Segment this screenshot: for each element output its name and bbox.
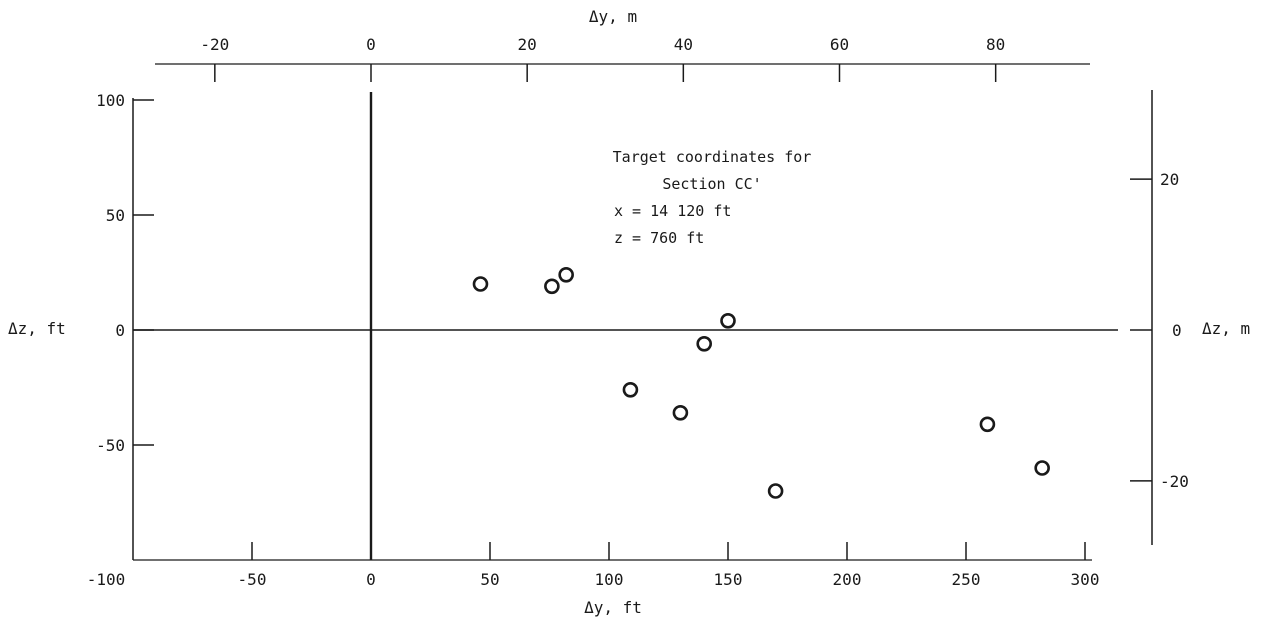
x-axis-label: Δy, ft [584, 598, 642, 617]
x-tick-label: 0 [366, 570, 376, 589]
data-point [767, 483, 784, 499]
annotation-line-3: x = 14 120 ft [614, 202, 731, 220]
data-point [558, 266, 574, 283]
data-point [1034, 460, 1050, 476]
data-point [622, 381, 639, 398]
y-tick-label: 0 [115, 321, 125, 340]
x2-tick-label: 60 [830, 35, 849, 54]
data-point [979, 416, 996, 433]
x2-axis-label: Δy, m [589, 7, 637, 26]
x-tick-label: 50 [480, 570, 499, 589]
x-tick-label: 250 [952, 570, 981, 589]
x-tick-label: -50 [238, 570, 267, 589]
annotation: Target coordinates for Section CC' x = 1… [613, 148, 812, 247]
annotation-line-1: Target coordinates for [613, 148, 812, 166]
data-point [720, 312, 736, 329]
y-tick-label: 50 [106, 206, 125, 225]
y2-tick-label: 20 [1160, 170, 1179, 189]
y2-axis-ticks: 20 0 -20 [1130, 170, 1189, 491]
y-tick-label: 100 [96, 91, 125, 110]
y2-tick-label: 0 [1172, 321, 1182, 340]
data-point [544, 278, 560, 295]
x2-tick-label: 80 [986, 35, 1005, 54]
x2-tick-label: 20 [518, 35, 537, 54]
x-axis-ticks: -100 -50 0 50 100 150 200 250 300 [87, 542, 1100, 589]
x2-tick-label: 0 [366, 35, 376, 54]
annotation-line-4: z = 760 ft [614, 229, 704, 247]
y2-axis-label: Δz, m [1202, 319, 1250, 338]
x-tick-label: 100 [595, 570, 624, 589]
data-point [672, 404, 689, 421]
data-point [472, 276, 489, 292]
x-tick-label: -100 [87, 570, 126, 589]
x2-axis-ticks: -20 0 20 40 60 80 [200, 35, 1005, 82]
data-points [472, 266, 1050, 499]
y-axis-ticks: -50 0 50 100 [96, 91, 154, 455]
y2-tick-label: -20 [1160, 472, 1189, 491]
annotation-line-2: Section CC' [662, 175, 761, 193]
y-axis-label: Δz, ft [8, 319, 66, 338]
x-tick-label: 200 [833, 570, 862, 589]
x-tick-label: 300 [1071, 570, 1100, 589]
x2-tick-label: 40 [674, 35, 693, 54]
x-tick-label: 150 [714, 570, 743, 589]
x2-tick-label: -20 [200, 35, 229, 54]
data-point [696, 335, 713, 352]
y-tick-label: -50 [96, 436, 125, 455]
